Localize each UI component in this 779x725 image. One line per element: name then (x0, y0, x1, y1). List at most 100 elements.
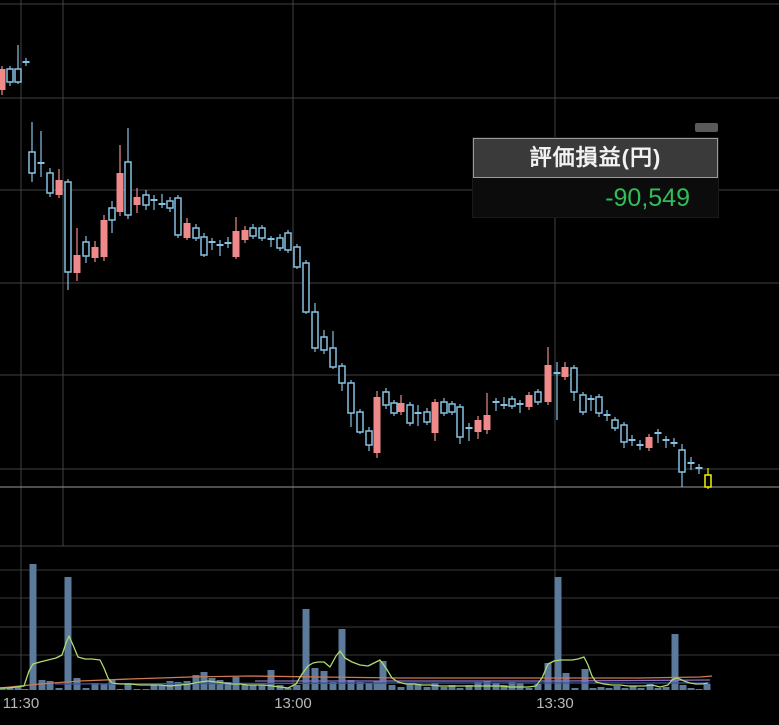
candle-body-down (258, 227, 266, 239)
candle-body-up (373, 397, 381, 453)
volume-bar (695, 689, 703, 690)
volume-bar (373, 681, 381, 690)
candle-body-down (356, 411, 364, 433)
candle-body-down (293, 246, 301, 268)
volume-bar (544, 663, 552, 690)
tooltip-drag-handle-icon[interactable] (695, 123, 718, 132)
candle-body-down (174, 197, 182, 236)
candle-body-down (423, 411, 431, 423)
volume-bar (55, 688, 63, 690)
candle-body-up (241, 230, 249, 240)
volume-bar (14, 687, 22, 690)
volume-bar (249, 685, 257, 690)
volume-bar (423, 687, 431, 690)
candle-body-down (200, 236, 208, 256)
volume-bar (158, 685, 166, 690)
profit-loss-tooltip[interactable]: 評価損益(円) -90,549 (473, 138, 718, 217)
candle-body-down (595, 396, 603, 414)
volume-bar (679, 685, 687, 690)
candle-body-up (100, 220, 108, 257)
candle-body-down (166, 200, 174, 209)
candle-body-up (645, 437, 653, 448)
volume-bar (133, 689, 141, 690)
volume-bar (64, 577, 72, 690)
volume-bar (116, 689, 124, 690)
candle-body-down (534, 391, 542, 403)
volume-bar (597, 687, 605, 690)
candle-body-up (561, 367, 569, 377)
candle-body-down (142, 194, 150, 206)
candle-body-down (82, 241, 90, 257)
candle-body-down (390, 402, 398, 414)
volume-bar (6, 687, 14, 690)
candle-body-down (365, 430, 373, 446)
volume-bar (621, 688, 629, 690)
volume-bar (671, 634, 679, 690)
volume-bar (38, 680, 46, 690)
candle-body-last (704, 474, 712, 488)
volume-bar (465, 685, 473, 690)
candle-body-down (347, 382, 355, 414)
candle-body-up (133, 197, 141, 205)
candle-body-down (124, 161, 132, 216)
candle-body-up (73, 255, 81, 273)
volume-ma-line-green (0, 635, 709, 689)
volume-bar (267, 670, 275, 690)
volume-bar (150, 684, 158, 690)
volume-bar (500, 685, 508, 690)
candle-body-up (397, 403, 405, 412)
volume-bar (21, 689, 29, 690)
volume-bar (703, 684, 711, 690)
volume-bar (406, 684, 414, 690)
candle-body-down (6, 68, 14, 83)
candle-body-up (116, 173, 124, 212)
volume-bar (414, 684, 422, 690)
candle-body-up (0, 69, 6, 90)
candle-body-down (320, 336, 328, 351)
profit-loss-value: -90,549 (605, 184, 690, 212)
candle-body-down (28, 151, 36, 174)
candle-body-up (431, 402, 439, 433)
candle-body-down (406, 404, 414, 424)
volume-bar (581, 669, 589, 690)
volume-bar (284, 688, 292, 690)
candle-body-down (448, 403, 456, 413)
candle-body-down (456, 406, 464, 438)
candle-body-up (91, 247, 99, 258)
candle-body-down (338, 365, 346, 384)
volume-bar (525, 688, 533, 690)
volume-bar (431, 683, 439, 690)
volume-bar (258, 685, 266, 690)
volume-bar (302, 609, 310, 690)
candle-body-down (620, 424, 628, 443)
volume-bar (124, 683, 132, 690)
volume-ma-line-purple (255, 679, 711, 682)
volume-bar (654, 688, 662, 690)
volume-bar (379, 661, 387, 690)
candle-body-down (108, 207, 116, 221)
volume-bar (440, 687, 448, 690)
volume-bar (629, 686, 637, 690)
volume-bar (241, 685, 249, 690)
volume-bar (448, 685, 456, 690)
volume-bar (646, 684, 654, 690)
volume-bar (224, 682, 232, 690)
volume-bar (108, 680, 116, 690)
candle-body-down (508, 398, 516, 407)
volume-bar (46, 681, 54, 690)
candle-body-down (46, 172, 54, 194)
volume-bar (534, 684, 542, 690)
volume-bar (589, 688, 597, 690)
candle-body-down (611, 419, 619, 429)
volume-bar (388, 685, 396, 690)
volume-bar (662, 687, 670, 690)
candle-body-up (232, 231, 240, 257)
candle-body-up (483, 415, 491, 430)
candle-body-down (570, 367, 578, 393)
candle-body-up (544, 365, 552, 402)
volume-bar (338, 629, 346, 690)
candle-body-down (382, 391, 390, 406)
time-axis-label: 13:30 (536, 695, 574, 712)
